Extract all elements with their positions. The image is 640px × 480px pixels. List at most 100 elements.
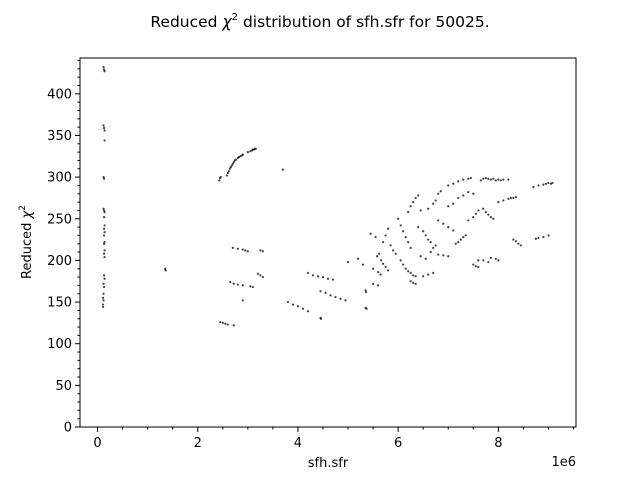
y-tick-label: 400 xyxy=(47,87,72,102)
y-tick-label: 350 xyxy=(47,129,72,144)
data-point xyxy=(232,161,235,164)
data-point xyxy=(497,259,500,262)
data-point xyxy=(254,147,257,150)
data-point xyxy=(477,259,480,262)
data-point xyxy=(532,186,535,189)
data-point xyxy=(474,212,477,215)
data-point xyxy=(103,240,106,244)
data-point xyxy=(472,215,475,219)
data-point xyxy=(376,255,379,258)
data-point xyxy=(429,240,432,244)
data-point xyxy=(103,249,106,252)
data-point xyxy=(377,270,380,274)
data-point xyxy=(339,297,342,300)
y-tick-label: 100 xyxy=(47,337,72,352)
data-point xyxy=(291,303,295,306)
data-point xyxy=(306,310,310,313)
data-point xyxy=(102,176,105,179)
data-point xyxy=(101,303,105,306)
data-point xyxy=(218,179,221,182)
data-point xyxy=(101,296,105,299)
data-point xyxy=(467,191,470,194)
data-point xyxy=(102,215,106,219)
data-point xyxy=(407,211,410,214)
data-point xyxy=(494,179,497,182)
data-point xyxy=(103,230,106,234)
data-point xyxy=(389,244,392,247)
data-point xyxy=(412,281,415,284)
data-point xyxy=(232,324,235,327)
data-point xyxy=(102,124,105,127)
y-tick-label: 250 xyxy=(47,212,72,227)
data-point xyxy=(234,158,237,161)
data-point xyxy=(499,179,502,182)
data-point xyxy=(382,262,385,265)
data-point xyxy=(407,240,410,244)
data-point xyxy=(442,254,445,257)
data-point xyxy=(259,274,262,277)
data-point xyxy=(542,183,545,186)
data-point xyxy=(447,255,450,258)
data-point xyxy=(102,282,105,285)
data-point xyxy=(497,201,500,204)
data-point xyxy=(512,196,515,200)
data-point xyxy=(102,242,106,245)
data-point xyxy=(326,277,330,280)
data-point xyxy=(537,236,540,240)
data-point xyxy=(551,181,554,185)
data-point xyxy=(261,250,264,253)
data-point xyxy=(452,229,455,232)
data-point xyxy=(311,274,315,277)
data-point xyxy=(432,202,435,205)
data-point xyxy=(101,305,105,309)
y-tick-label: 200 xyxy=(47,254,72,269)
data-point xyxy=(439,190,442,193)
data-point xyxy=(246,151,249,154)
data-point xyxy=(467,219,470,222)
data-point xyxy=(102,68,106,71)
data-point xyxy=(484,176,487,180)
data-point xyxy=(102,292,105,295)
data-point xyxy=(487,260,490,264)
data-point xyxy=(429,250,432,254)
data-point xyxy=(301,307,305,310)
data-point xyxy=(472,192,475,195)
y-tick-label: 300 xyxy=(47,171,72,186)
data-point xyxy=(397,217,400,220)
data-point xyxy=(462,194,465,197)
data-point xyxy=(457,240,460,244)
data-point xyxy=(509,196,512,200)
data-point xyxy=(402,230,405,233)
data-point xyxy=(232,282,235,285)
data-point xyxy=(414,196,417,200)
x-axis-offset-label: 1e6 xyxy=(551,455,576,470)
data-point xyxy=(514,196,517,199)
y-tick-label: 150 xyxy=(47,296,72,311)
data-point xyxy=(102,252,106,255)
data-point xyxy=(424,257,427,260)
data-point xyxy=(462,235,465,239)
data-point xyxy=(482,207,485,210)
data-point xyxy=(356,257,360,260)
data-point xyxy=(281,168,285,171)
data-point xyxy=(422,275,425,278)
x-axis-label: sfh.sfr xyxy=(308,456,349,471)
data-point xyxy=(103,255,106,259)
data-point xyxy=(321,275,325,279)
data-point xyxy=(434,199,437,202)
data-point xyxy=(427,207,430,210)
data-point xyxy=(377,284,380,287)
data-point xyxy=(474,265,477,268)
data-point xyxy=(361,263,365,266)
data-point xyxy=(334,295,337,299)
data-point xyxy=(226,171,229,175)
data-point xyxy=(378,252,381,255)
x-tick-label: 8 xyxy=(494,436,502,451)
x-tick-label: 2 xyxy=(194,436,202,451)
data-point xyxy=(296,305,300,308)
data-point xyxy=(344,299,347,302)
data-point xyxy=(409,246,412,250)
data-point xyxy=(432,246,435,250)
data-point xyxy=(103,277,106,280)
data-point xyxy=(249,285,252,288)
